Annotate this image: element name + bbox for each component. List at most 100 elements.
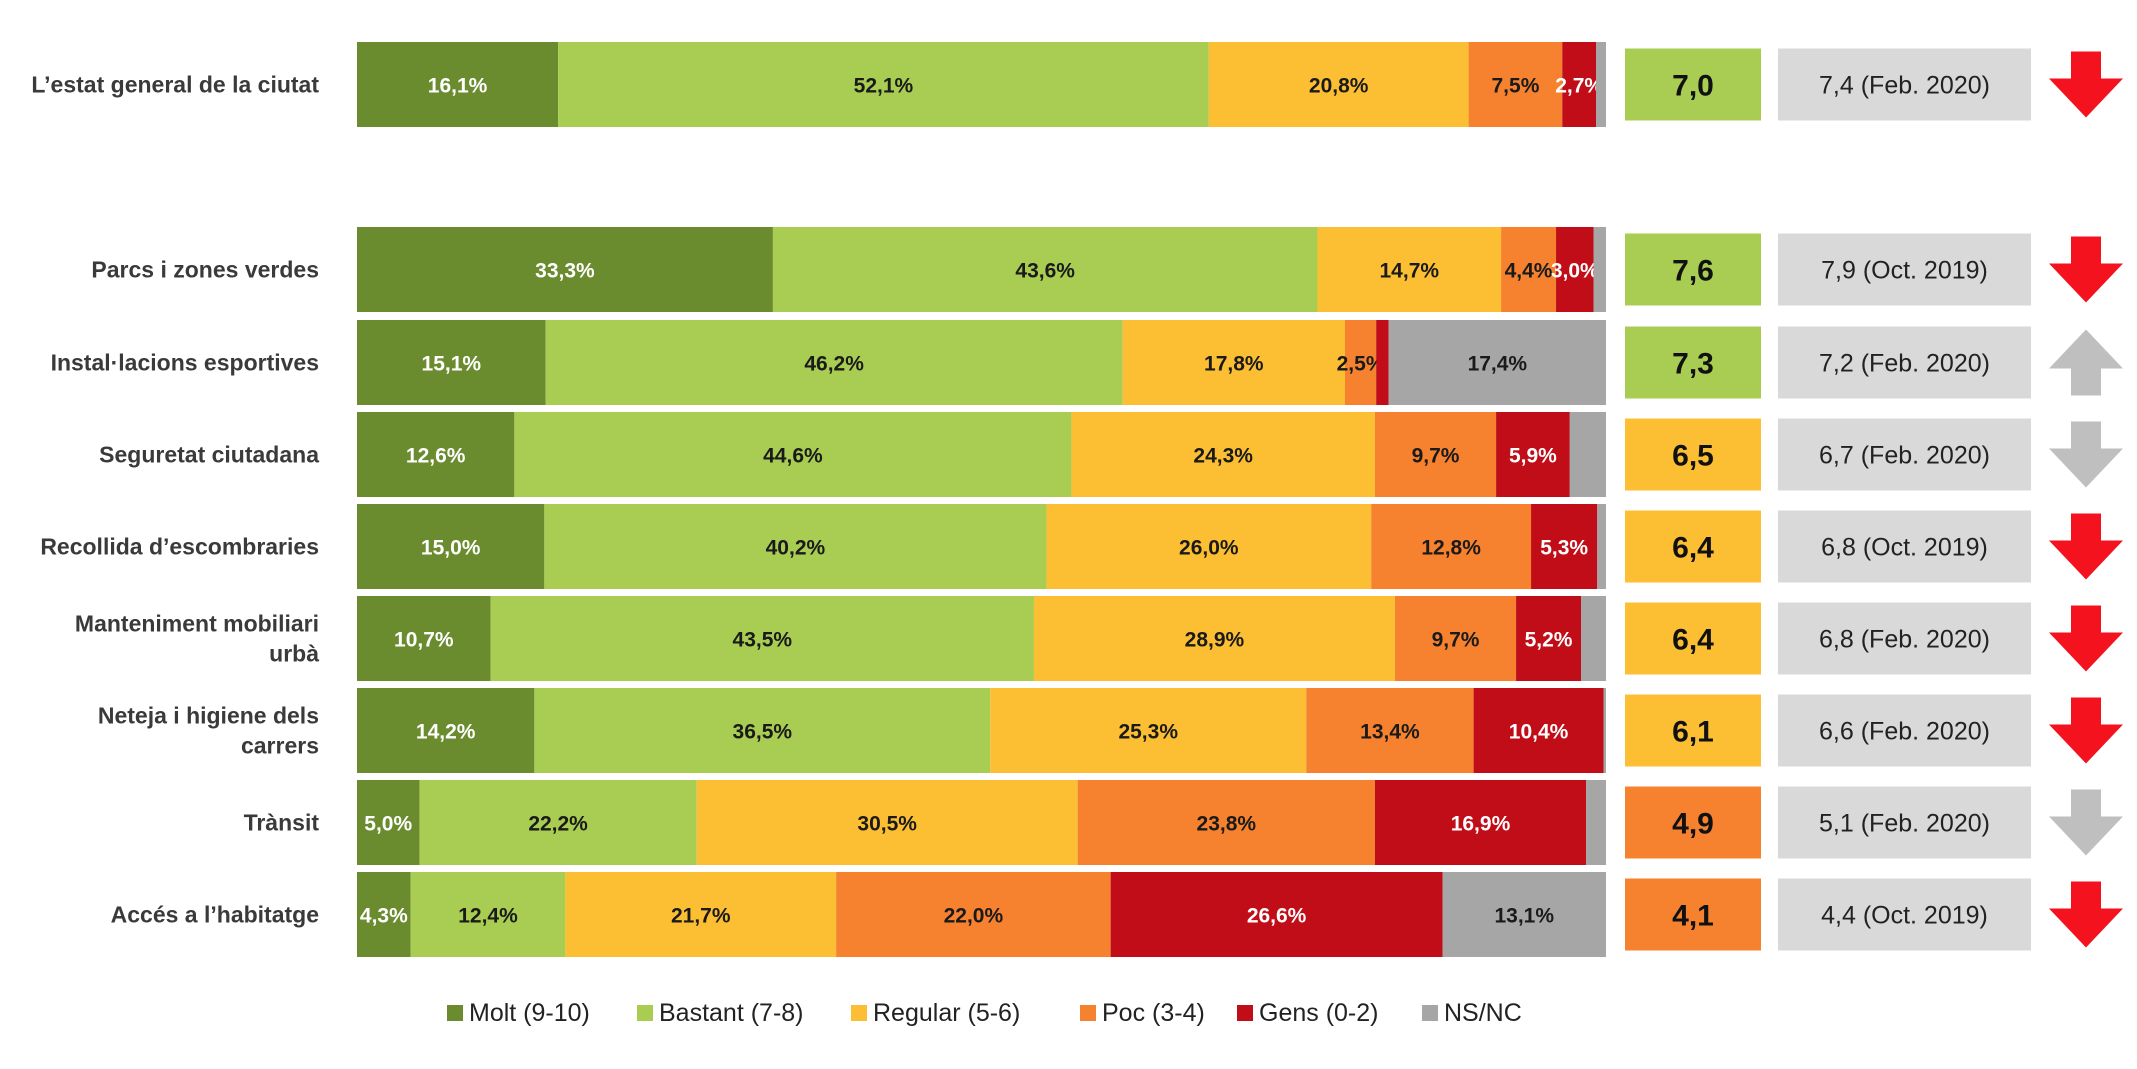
legend-item: Bastant (7-8) (637, 999, 804, 1027)
score-box (1625, 326, 1761, 399)
data-label: 20,8% (1309, 75, 1369, 98)
bar-segment-bastant (490, 596, 1034, 681)
previous-box (1778, 786, 2031, 859)
bar-segment-poc (836, 872, 1111, 957)
score-value: 6,1 (1672, 716, 1714, 749)
bar-segment-molt (357, 42, 559, 127)
legend-label: Bastant (7-8) (659, 999, 804, 1027)
previous-value: 7,9 (Oct. 2019) (1821, 257, 1988, 285)
data-label: 5,0% (364, 813, 412, 836)
bar-segment-nsnc (1442, 872, 1606, 957)
bar-segment-regular (1033, 596, 1395, 681)
previous-box (1778, 878, 2031, 951)
data-label: 52,1% (854, 75, 914, 98)
data-label: 13,4% (1360, 721, 1420, 744)
bar-segment-poc (1374, 412, 1497, 497)
legend-label: Gens (0-2) (1259, 999, 1378, 1027)
arrow-down-icon (2049, 605, 2123, 672)
score-box (1625, 510, 1761, 583)
legend-swatch (1237, 1005, 1253, 1021)
previous-value: 6,8 (Oct. 2019) (1821, 534, 1988, 562)
category-label: Instal·lacions esportives (51, 350, 319, 376)
bar-segment-bastant (545, 320, 1123, 405)
data-label: 4,4% (1505, 260, 1553, 283)
score-value: 7,3 (1672, 348, 1714, 381)
data-label: 40,2% (766, 537, 826, 560)
score-box (1625, 786, 1761, 859)
bar-segment-gens (1516, 596, 1582, 681)
bar-segment-molt (357, 412, 515, 497)
bar-segment-regular (990, 688, 1307, 773)
data-label: 4,3% (360, 905, 408, 928)
data-label: 15,1% (422, 353, 482, 376)
bar-segment-bastant (410, 872, 566, 957)
category-label: Manteniment mobiliari (75, 611, 319, 637)
arrow-down-icon (2049, 421, 2123, 488)
data-label: 43,6% (1015, 260, 1075, 283)
chart-row: L’estat general de la ciutat 16,1% 52,1% 20… (31, 42, 2123, 127)
category-label: Neteja i higiene dels (98, 703, 319, 729)
data-label: 3,0% (1551, 260, 1599, 283)
previous-box (1778, 326, 2031, 399)
data-label: 10,4% (1509, 721, 1569, 744)
legend-swatch (637, 1005, 653, 1021)
data-label: 46,2% (804, 353, 864, 376)
chart-row: Seguretat ciutadana 12,6% 44,6% 24,3% 9,7% 5,… (99, 412, 2123, 497)
data-label: 9,7% (1432, 629, 1480, 652)
bar-segment-gens (1556, 227, 1594, 312)
data-label: 9,7% (1412, 445, 1460, 468)
bar-segment-regular (1122, 320, 1345, 405)
data-label: 43,5% (733, 629, 793, 652)
bar-segment-nsnc (1569, 412, 1606, 497)
data-label: 14,2% (416, 721, 476, 744)
data-label: 16,9% (1451, 813, 1511, 836)
category-label: Accés a l’habitatge (111, 902, 319, 928)
score-box (1625, 233, 1761, 306)
legend-swatch (1080, 1005, 1096, 1021)
bar-segment-bastant (772, 227, 1318, 312)
legend-item: Gens (0-2) (1237, 999, 1378, 1027)
bar-segment-bastant (419, 780, 697, 865)
data-label: 24,3% (1193, 445, 1253, 468)
data-label: 16,1% (428, 75, 488, 98)
data-label: 25,3% (1118, 721, 1178, 744)
score-value: 6,5 (1672, 440, 1714, 473)
bar-segment-poc (1371, 504, 1532, 589)
bar-segment-regular (1071, 412, 1375, 497)
bar-segment-molt (357, 320, 546, 405)
arrow-down-icon (2049, 789, 2123, 856)
bar-segment-regular (1208, 42, 1469, 127)
arrow-down-icon (2049, 513, 2123, 580)
data-label: 30,5% (857, 813, 917, 836)
bar-segment-molt (357, 872, 411, 957)
bar-segment-nsnc (1586, 780, 1606, 865)
data-label: 33,3% (535, 260, 595, 283)
previous-value: 4,4 (Oct. 2019) (1821, 902, 1988, 930)
previous-value: 5,1 (Feb. 2020) (1819, 810, 1990, 838)
bar-segment-molt (357, 688, 535, 773)
bar-segment-nsnc (1603, 688, 1606, 773)
data-label: 2,7% (1555, 75, 1603, 98)
legend-item: Molt (9-10) (447, 999, 590, 1027)
score-box (1625, 602, 1761, 675)
bar-segment-molt (357, 596, 491, 681)
bar-segment-bastant (534, 688, 991, 773)
score-value: 6,4 (1672, 624, 1714, 657)
bar-segment-bastant (544, 504, 1047, 589)
legend-item: Poc (3-4) (1080, 999, 1205, 1027)
previous-value: 6,7 (Feb. 2020) (1819, 442, 1990, 470)
legend-label: NS/NC (1444, 999, 1522, 1027)
bar-segment-nsnc (1581, 596, 1606, 681)
data-label: 17,8% (1204, 353, 1264, 376)
bar-segment-molt (357, 504, 545, 589)
bar-segment-gens (1531, 504, 1598, 589)
legend-label: Poc (3-4) (1102, 999, 1205, 1027)
bar-segment-gens (1110, 872, 1443, 957)
previous-value: 7,2 (Feb. 2020) (1819, 350, 1990, 378)
legend-item: NS/NC (1422, 999, 1522, 1027)
previous-box (1778, 418, 2031, 491)
data-label: 7,5% (1492, 75, 1540, 98)
previous-box (1778, 48, 2031, 121)
data-label: 13,1% (1494, 905, 1554, 928)
